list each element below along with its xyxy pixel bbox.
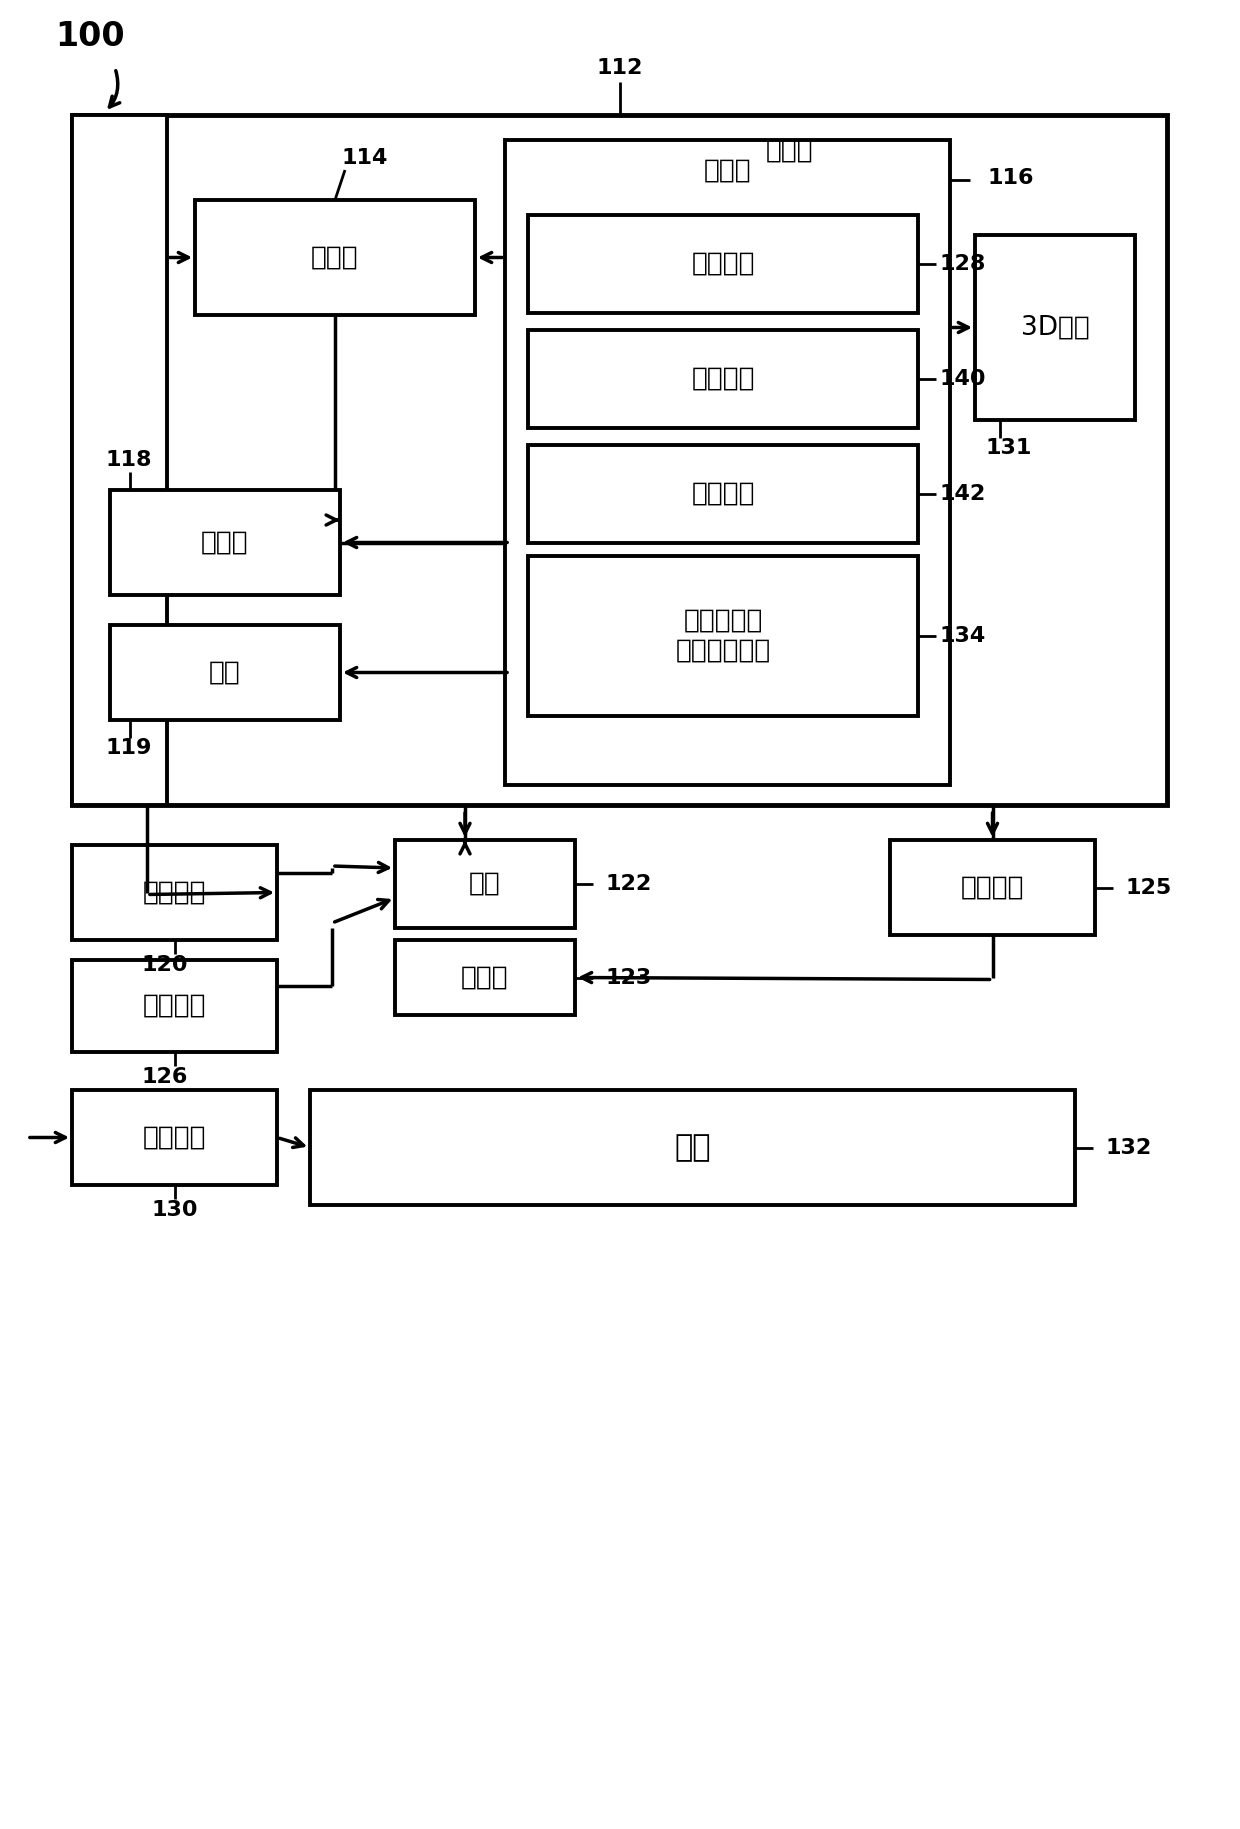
Text: 存储器: 存储器 [703,157,751,185]
Bar [110,490,340,594]
Bar [890,840,1095,935]
Bar [195,199,475,315]
Text: 134: 134 [940,626,986,646]
Text: 配准模块: 配准模块 [691,481,755,507]
Text: 114: 114 [342,148,388,168]
Text: 跟踪系统: 跟踪系统 [143,880,206,905]
Text: 探头: 探头 [469,871,501,896]
Bar [528,329,918,428]
Text: 142: 142 [940,485,986,505]
Text: 工作站: 工作站 [766,137,813,165]
Text: 100: 100 [55,20,125,53]
Text: 成像系统: 成像系统 [143,1125,206,1150]
Text: 图像和跟踪
数据处理模块: 图像和跟踪 数据处理模块 [676,607,770,664]
Bar [528,444,918,543]
Bar [528,216,918,313]
Bar [72,115,1167,805]
Bar [72,1090,277,1185]
Text: 126: 126 [141,1066,187,1086]
Text: 接口: 接口 [210,660,241,686]
Text: 118: 118 [105,450,151,470]
Bar [72,845,277,940]
Text: 场发生器: 场发生器 [961,874,1024,900]
Text: 112: 112 [596,59,644,79]
Text: 扫描系统: 扫描系统 [143,993,206,1019]
Bar [975,234,1135,421]
Text: 120: 120 [141,955,187,975]
Text: 140: 140 [940,369,987,390]
Text: 132: 132 [1105,1138,1151,1158]
Text: 125: 125 [1125,878,1172,898]
Bar [505,141,950,785]
Text: 123: 123 [605,968,651,988]
Bar [528,556,918,715]
Bar [396,840,575,927]
Bar [72,115,167,805]
Text: 116: 116 [988,168,1034,188]
Bar [396,940,575,1015]
Text: 131: 131 [985,437,1032,457]
Text: 处理器: 处理器 [311,245,358,271]
Text: 122: 122 [605,874,651,894]
Bar [110,626,340,721]
Text: 128: 128 [940,254,986,274]
Bar [310,1090,1075,1205]
Text: 跟踪模块: 跟踪模块 [691,251,755,276]
Text: 患者: 患者 [675,1132,711,1161]
Text: 传感器: 传感器 [461,964,508,991]
Text: 130: 130 [151,1200,197,1220]
Text: 119: 119 [105,737,151,757]
Text: 3D图像: 3D图像 [1021,315,1090,340]
Text: 显示器: 显示器 [201,530,249,556]
Text: 分割模块: 分割模块 [691,366,755,391]
Bar [72,960,277,1052]
